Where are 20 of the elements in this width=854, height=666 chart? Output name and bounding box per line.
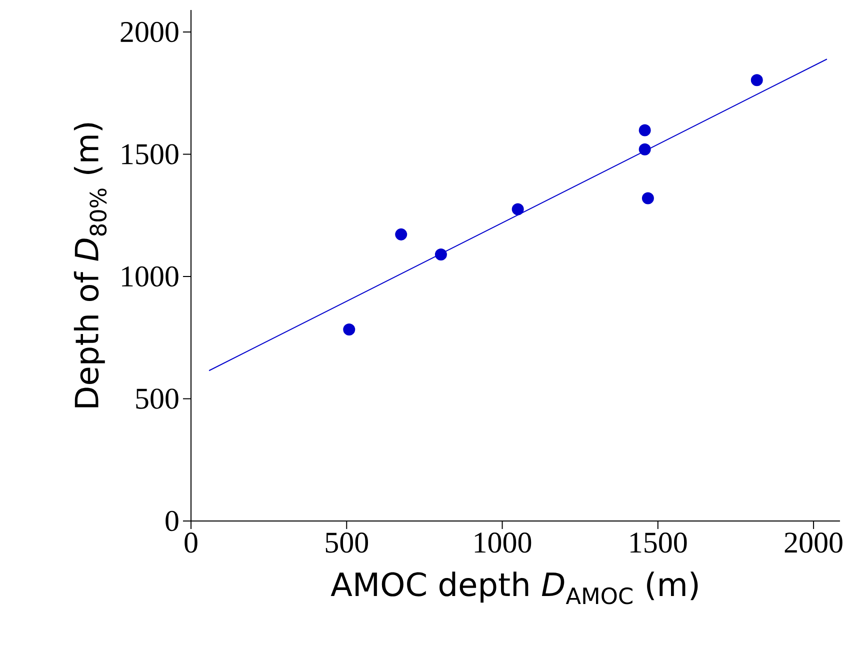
y-tick-label: 0 <box>166 510 178 532</box>
x-tick-label: 2000 <box>784 532 842 553</box>
y-tick-label: 1500 <box>122 144 178 164</box>
point <box>642 192 654 204</box>
point <box>395 228 408 240</box>
point <box>638 124 651 136</box>
point <box>512 203 524 216</box>
x-tick-label: 1500 <box>630 532 687 553</box>
y-axis-title: Depth of D$_{80%}$ (m) <box>74 123 107 408</box>
y-tick-label: 500 <box>136 388 178 409</box>
point <box>343 324 356 336</box>
x-tick-label: 1000 <box>474 532 532 553</box>
x-tick-label: 0 <box>184 532 198 553</box>
y-tick-label: 2000 <box>120 22 178 42</box>
point <box>434 248 447 260</box>
point <box>638 143 651 156</box>
x-tick-label: 500 <box>326 532 368 553</box>
y-tick-label: 1000 <box>122 266 178 287</box>
point <box>750 74 763 86</box>
x-axis-title: AMOC depth D$_{AMOC}$ (m) <box>330 572 698 604</box>
